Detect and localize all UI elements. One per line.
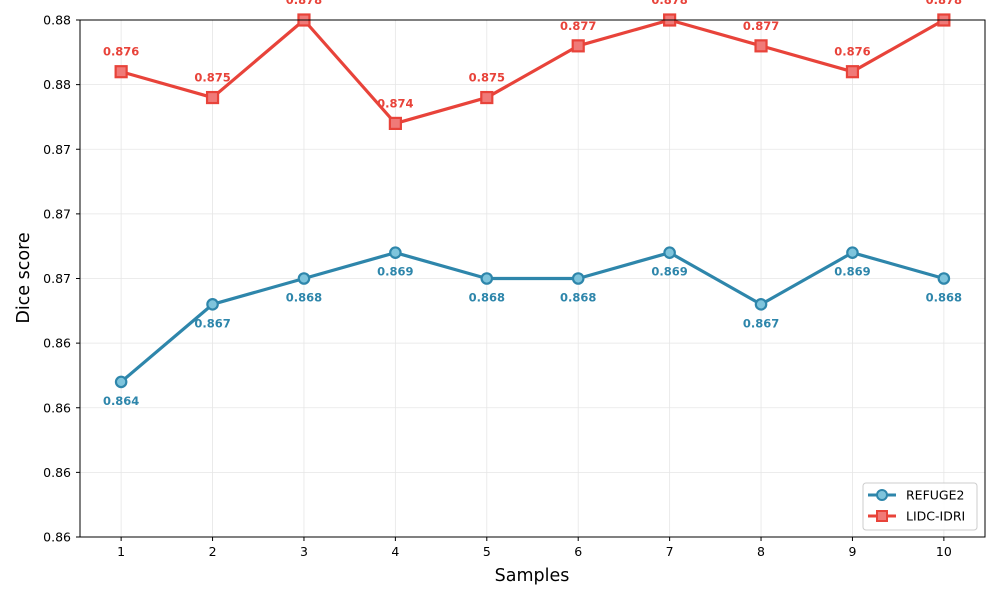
data-point-refuge2 bbox=[480, 272, 494, 285]
data-point-refuge2 bbox=[206, 298, 219, 311]
data-point-refuge2 bbox=[297, 272, 311, 285]
data-label-lidc-idri: 0.875 bbox=[469, 71, 505, 85]
data-point-lidc-idri bbox=[388, 116, 402, 131]
data-label-refuge2: 0.867 bbox=[194, 316, 230, 330]
x-tick-label: 5 bbox=[483, 544, 491, 559]
data-point-lidc-idri bbox=[754, 39, 768, 53]
data-label-lidc-idri: 0.875 bbox=[194, 71, 230, 85]
data-point-lidc-idri bbox=[480, 90, 494, 105]
data-label-lidc-idri: 0.877 bbox=[560, 19, 596, 33]
data-label-refuge2: 0.869 bbox=[834, 265, 870, 279]
y-tick-label: 0.88 bbox=[43, 77, 71, 92]
data-label-refuge2: 0.868 bbox=[926, 291, 962, 305]
axes: 1 2 3 4 5 6 7 8 9 10 0.86 0.86 0.86 0.86 0.87 0.87 0.87 0… bbox=[43, 13, 952, 560]
y-tick-label: 0.86 bbox=[43, 336, 71, 351]
legend-marker-refuge2 bbox=[876, 489, 888, 501]
data-point-refuge2 bbox=[754, 298, 768, 311]
data-label-refuge2: 0.867 bbox=[743, 316, 779, 330]
y-axis-title: Dice score bbox=[14, 232, 34, 323]
data-label-lidc-idri: 0.874 bbox=[377, 96, 413, 110]
x-axis-title: Samples bbox=[495, 566, 570, 586]
series-line-lidc-idri bbox=[119, 18, 946, 126]
legend-label-refuge2: REFUGE2 bbox=[906, 488, 964, 503]
data-label-lidc-idri: 0.876 bbox=[834, 45, 870, 59]
x-tick-label: 1 bbox=[117, 544, 125, 559]
x-tick-label: 9 bbox=[848, 544, 856, 559]
y-tick-label: 0.87 bbox=[43, 271, 71, 286]
data-point-lidc-idri bbox=[571, 39, 585, 53]
data-point-lidc-idri bbox=[205, 90, 220, 105]
data-point-lidc-idri bbox=[845, 65, 860, 79]
data-point-refuge2 bbox=[663, 246, 676, 259]
data-point-refuge2 bbox=[114, 375, 128, 389]
data-label-lidc-idri: 0.877 bbox=[743, 19, 779, 33]
x-tick-label: 6 bbox=[574, 544, 582, 559]
data-label-refuge2: 0.868 bbox=[286, 291, 322, 305]
data-label-lidc-idri: 0.878 bbox=[286, 0, 322, 7]
y-tick-label: 0.87 bbox=[43, 206, 71, 221]
data-label-lidc-idri: 0.878 bbox=[651, 0, 687, 7]
data-label-refuge2: 0.864 bbox=[103, 394, 139, 408]
series-layer: 0.864 0.867 0.868 0.869 0.868 0.868 0.869 0.867… bbox=[103, 0, 962, 408]
data-label-refuge2: 0.868 bbox=[469, 291, 505, 305]
data-label-refuge2: 0.869 bbox=[651, 265, 687, 279]
series-line-refuge2 bbox=[119, 251, 946, 384]
legend-label-lidc-idri: LIDC-IDRI bbox=[906, 509, 965, 524]
data-label-lidc-idri: 0.876 bbox=[103, 45, 139, 59]
x-tick-label: 8 bbox=[757, 544, 765, 559]
legend: REFUGE2 LIDC-IDRI bbox=[862, 482, 978, 531]
x-tick-label: 3 bbox=[300, 544, 308, 559]
data-point-refuge2 bbox=[571, 272, 585, 285]
y-tick-label: 0.86 bbox=[43, 530, 71, 545]
data-label-refuge2: 0.868 bbox=[560, 291, 596, 305]
x-tick-label: 4 bbox=[391, 544, 399, 559]
y-tick-label: 0.86 bbox=[43, 400, 71, 415]
data-point-refuge2 bbox=[846, 246, 859, 259]
x-tick-label: 7 bbox=[666, 544, 674, 559]
y-tick-label: 0.88 bbox=[43, 13, 71, 28]
y-tick-label: 0.87 bbox=[43, 142, 71, 157]
data-point-refuge2 bbox=[937, 272, 951, 285]
y-tick-label: 0.86 bbox=[43, 465, 71, 480]
legend-marker-lidc-idri bbox=[876, 510, 888, 522]
data-label-refuge2: 0.869 bbox=[377, 265, 413, 279]
data-label-lidc-idri: 0.878 bbox=[926, 0, 962, 7]
data-point-lidc-idri bbox=[114, 65, 128, 79]
data-point-refuge2 bbox=[389, 246, 402, 259]
x-tick-label: 2 bbox=[209, 544, 217, 559]
x-tick-label: 10 bbox=[936, 544, 952, 559]
